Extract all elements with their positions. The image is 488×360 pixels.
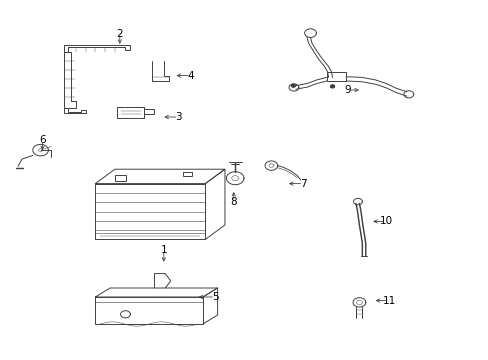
Text: 6: 6 [39,135,46,145]
Bar [117,107,144,118]
Polygon shape [330,85,334,88]
Bar [326,72,346,81]
Text: 4: 4 [187,71,194,81]
Text: 8: 8 [230,197,237,207]
Text: 3: 3 [175,112,182,122]
Text: 9: 9 [343,85,350,95]
Text: 2: 2 [116,29,123,39]
Polygon shape [291,84,295,87]
Text: 7: 7 [299,179,306,189]
Bar [183,172,192,176]
Text: 1: 1 [160,245,167,255]
Text: 5: 5 [211,292,218,302]
Bar [115,175,125,181]
Text: 10: 10 [379,216,392,226]
Text: 11: 11 [382,296,396,306]
